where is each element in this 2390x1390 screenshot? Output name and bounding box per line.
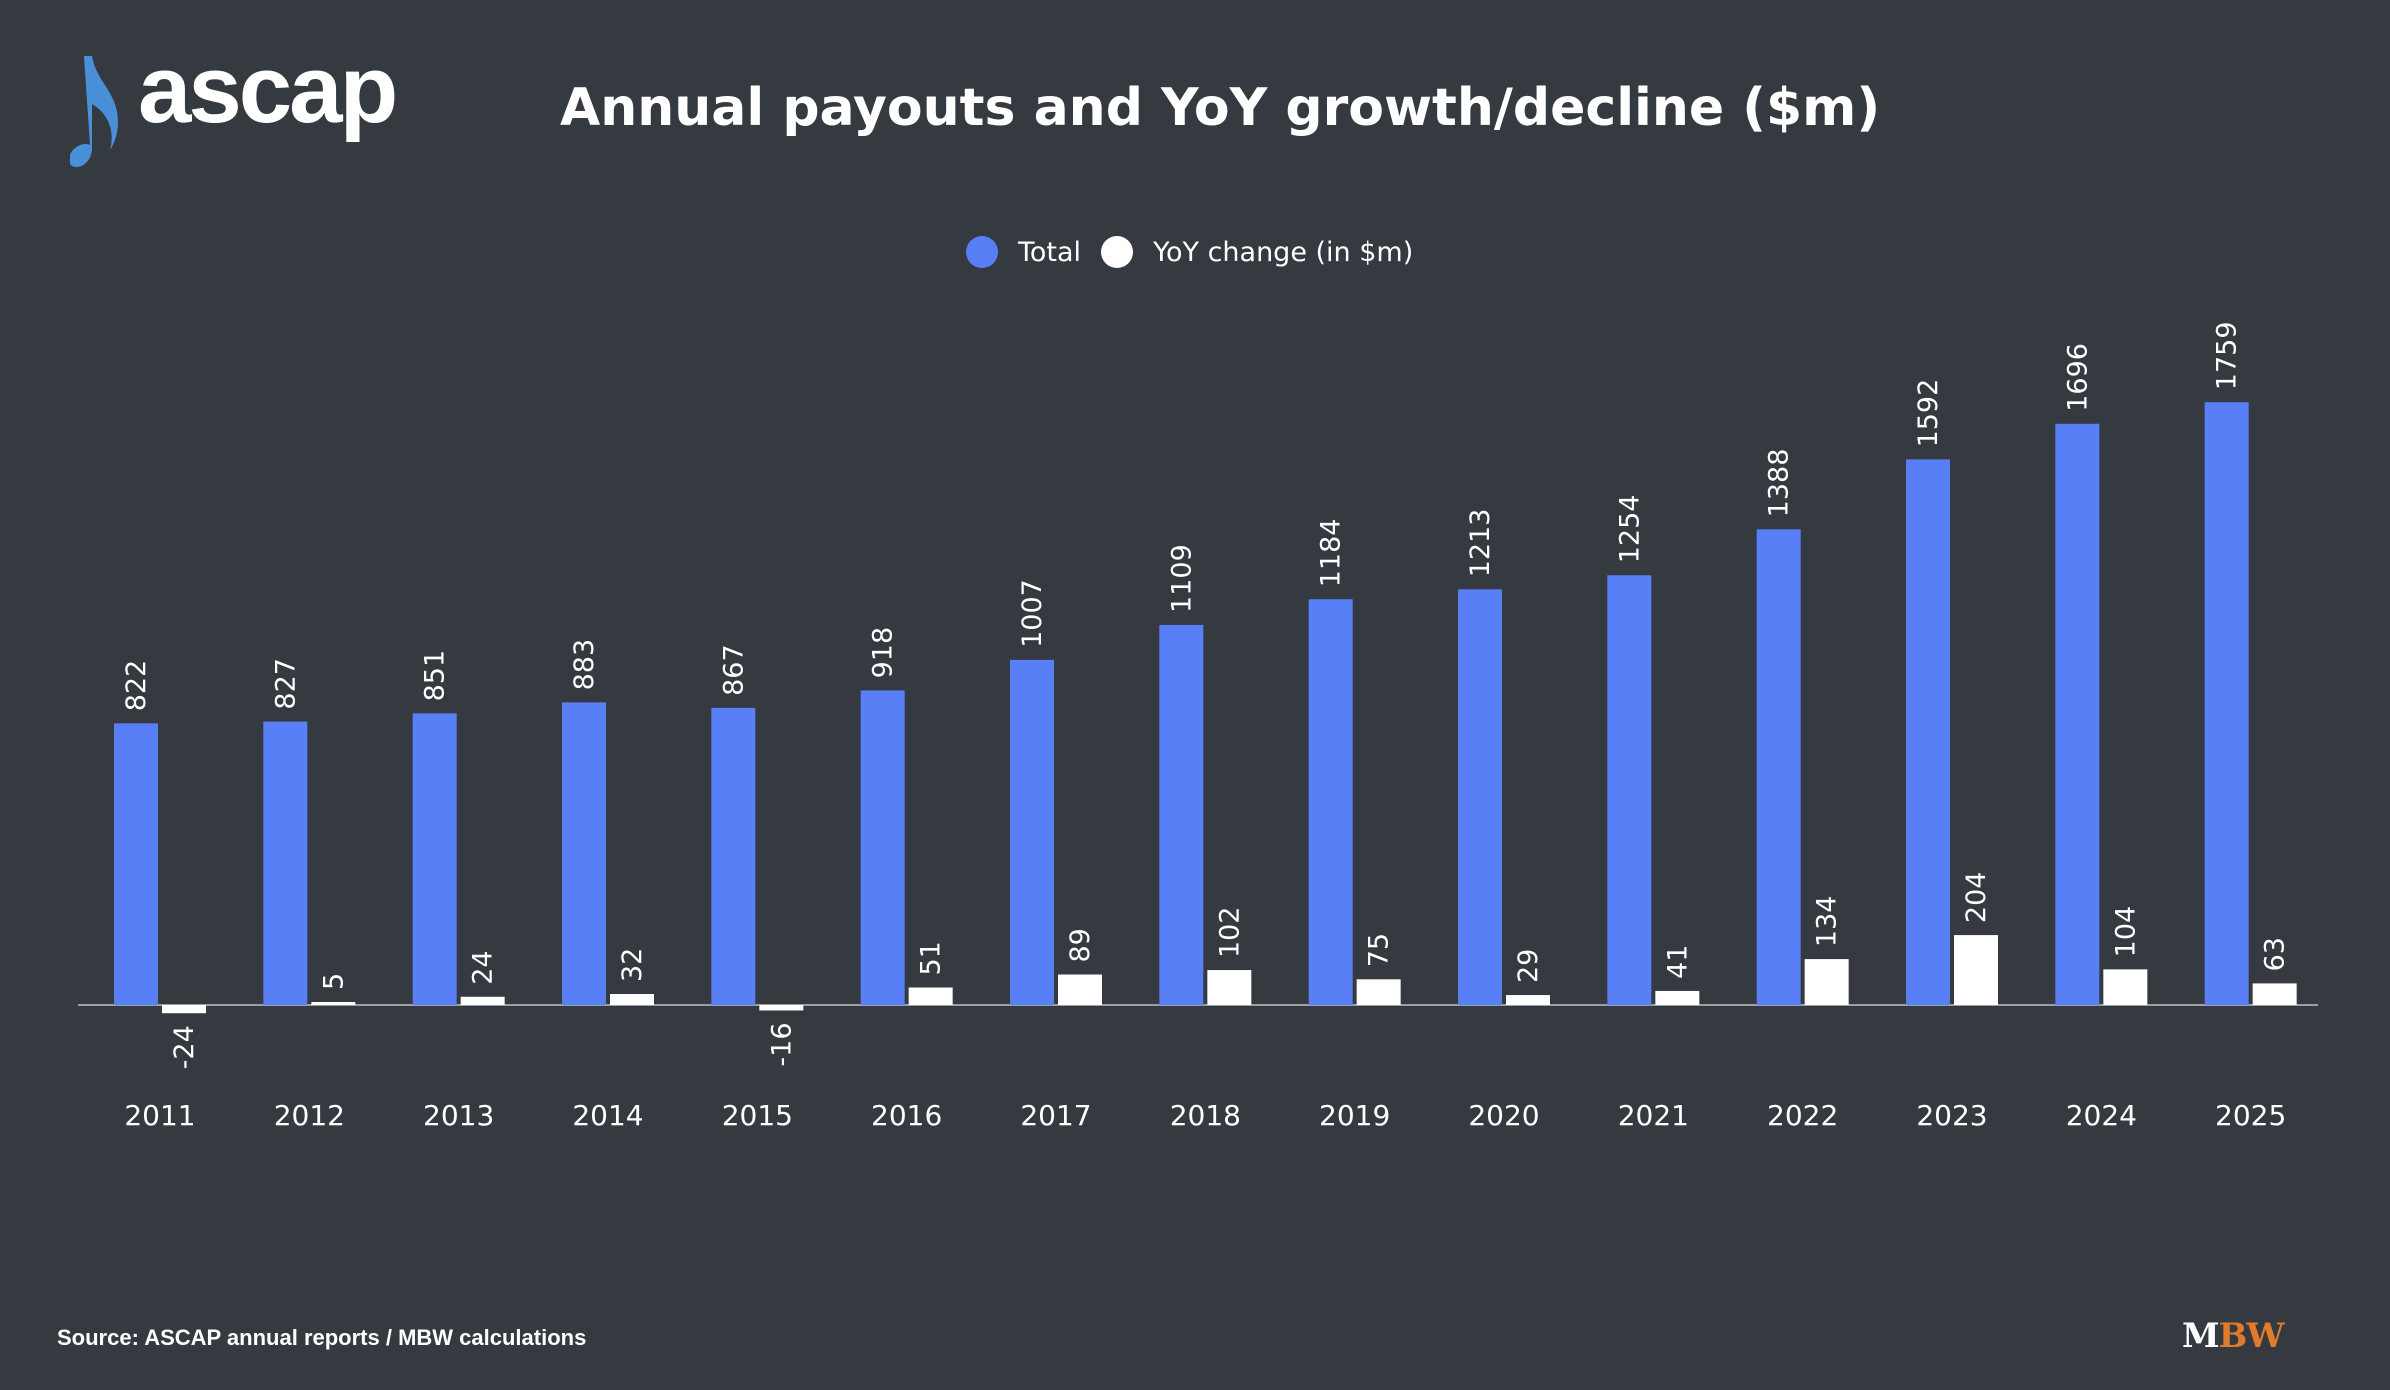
bar-yoy bbox=[1804, 959, 1849, 1005]
ascap-logo: ascap bbox=[70, 42, 410, 168]
data-label-yoy: -24 bbox=[169, 1025, 200, 1069]
chart-legend: Total YoY change (in $m) bbox=[966, 236, 1433, 268]
x-tick-label: 2015 bbox=[722, 1099, 793, 1132]
bar-total bbox=[860, 690, 905, 1005]
x-tick-label: 2020 bbox=[1468, 1099, 1539, 1132]
data-label-total: 822 bbox=[121, 660, 152, 712]
bar-total bbox=[711, 707, 756, 1005]
music-note-icon bbox=[70, 56, 118, 167]
bar-total bbox=[1159, 624, 1204, 1005]
data-label-total: 1184 bbox=[1316, 519, 1347, 588]
legend-label-total: Total bbox=[1018, 236, 1082, 268]
legend-label-yoy: YoY change (in $m) bbox=[1153, 236, 1414, 268]
chart-title: Annual payouts and YoY growth/decline ($… bbox=[560, 78, 1881, 138]
data-label-yoy: 29 bbox=[1513, 949, 1544, 983]
x-tick-label: 2023 bbox=[1916, 1099, 1987, 1132]
legend-marker-total bbox=[966, 236, 998, 268]
data-label-yoy: 134 bbox=[1812, 896, 1843, 948]
data-label-yoy: 32 bbox=[617, 948, 648, 982]
data-label-yoy: -16 bbox=[766, 1022, 797, 1066]
bar-total bbox=[1010, 659, 1054, 1005]
bar-total bbox=[1308, 599, 1353, 1005]
data-label-yoy: 5 bbox=[318, 973, 349, 990]
bar-yoy bbox=[1954, 935, 1998, 1005]
data-label-total: 851 bbox=[420, 650, 451, 702]
bar-yoy bbox=[908, 987, 953, 1005]
legend-item-yoy: YoY change (in $m) bbox=[1101, 236, 1413, 268]
x-tick-label: 2018 bbox=[1170, 1099, 1241, 1132]
bar-total bbox=[1906, 459, 1950, 1005]
data-label-total: 1254 bbox=[1614, 495, 1645, 564]
mbw-logo-m: M bbox=[2182, 1316, 2220, 1356]
data-label-total: 1759 bbox=[2212, 321, 2243, 390]
x-tick-label: 2024 bbox=[2066, 1099, 2137, 1132]
data-label-total: 827 bbox=[270, 658, 301, 710]
x-tick-label: 2019 bbox=[1319, 1099, 1390, 1132]
data-label-yoy: 41 bbox=[1662, 945, 1693, 979]
data-label-yoy: 204 bbox=[1961, 872, 1992, 924]
bar-total bbox=[2204, 402, 2249, 1006]
bar-yoy bbox=[1058, 974, 1102, 1005]
data-label-total: 1388 bbox=[1764, 449, 1795, 518]
data-label-yoy: 102 bbox=[1214, 906, 1245, 958]
x-tick-label: 2014 bbox=[572, 1099, 643, 1132]
data-label-total: 1213 bbox=[1465, 509, 1496, 578]
data-label-yoy: 63 bbox=[2260, 937, 2291, 971]
data-label-total: 883 bbox=[569, 639, 600, 691]
data-label-total: 1592 bbox=[1913, 379, 1944, 448]
legend-marker-yoy bbox=[1101, 236, 1134, 268]
data-label-yoy: 75 bbox=[1364, 933, 1395, 967]
data-label-total: 1109 bbox=[1166, 544, 1197, 613]
data-label-yoy: 104 bbox=[2110, 906, 2141, 958]
mbw-logo-bw: BW bbox=[2218, 1316, 2285, 1356]
bar-total bbox=[1458, 589, 1502, 1005]
x-tick-label: 2022 bbox=[1767, 1099, 1838, 1132]
source-note: Source: ASCAP annual reports / MBW calcu… bbox=[57, 1325, 587, 1350]
bar-yoy bbox=[460, 996, 505, 1005]
x-tick-label: 2016 bbox=[871, 1099, 942, 1132]
data-label-total: 1007 bbox=[1017, 579, 1048, 648]
x-tick-label: 2025 bbox=[2215, 1099, 2286, 1132]
bar-yoy bbox=[1207, 970, 1252, 1005]
x-tick-label: 2011 bbox=[124, 1099, 195, 1132]
bar-yoy bbox=[162, 1005, 206, 1014]
data-label-total: 867 bbox=[718, 644, 749, 696]
logo-text: ascap bbox=[138, 36, 398, 143]
x-tick-label: 2021 bbox=[1618, 1099, 1689, 1132]
bar-total bbox=[114, 723, 158, 1005]
bar-total bbox=[263, 721, 308, 1005]
bar-yoy bbox=[1506, 995, 1550, 1005]
bar-yoy bbox=[610, 994, 654, 1005]
mbw-logo: MBW bbox=[2182, 1316, 2285, 1356]
legend-item-total: Total bbox=[966, 236, 1081, 268]
bar-yoy bbox=[2103, 969, 2148, 1005]
data-label-yoy: 89 bbox=[1065, 928, 1096, 962]
bar-yoy bbox=[2252, 983, 2297, 1005]
bar-chart: 822 -24 2011 827 5 2012 851 24 2013 883 32 2014 867 -… bbox=[78, 321, 2318, 1132]
bar-yoy bbox=[759, 1005, 804, 1011]
bar-yoy bbox=[1356, 979, 1401, 1005]
bar-total bbox=[412, 713, 457, 1005]
bar-total bbox=[562, 702, 606, 1005]
data-label-total: 1696 bbox=[2062, 343, 2093, 412]
x-tick-label: 2017 bbox=[1020, 1099, 1091, 1132]
data-label-yoy: 51 bbox=[916, 941, 947, 975]
bar-yoy bbox=[1655, 990, 1700, 1005]
data-label-total: 918 bbox=[868, 627, 899, 679]
data-label-yoy: 24 bbox=[468, 950, 499, 984]
x-tick-label: 2012 bbox=[274, 1099, 345, 1132]
bar-yoy bbox=[311, 1002, 356, 1005]
bar-total bbox=[1607, 575, 1652, 1005]
bar-total bbox=[1756, 529, 1801, 1005]
x-tick-label: 2013 bbox=[423, 1099, 494, 1132]
bar-total bbox=[2055, 423, 2100, 1006]
